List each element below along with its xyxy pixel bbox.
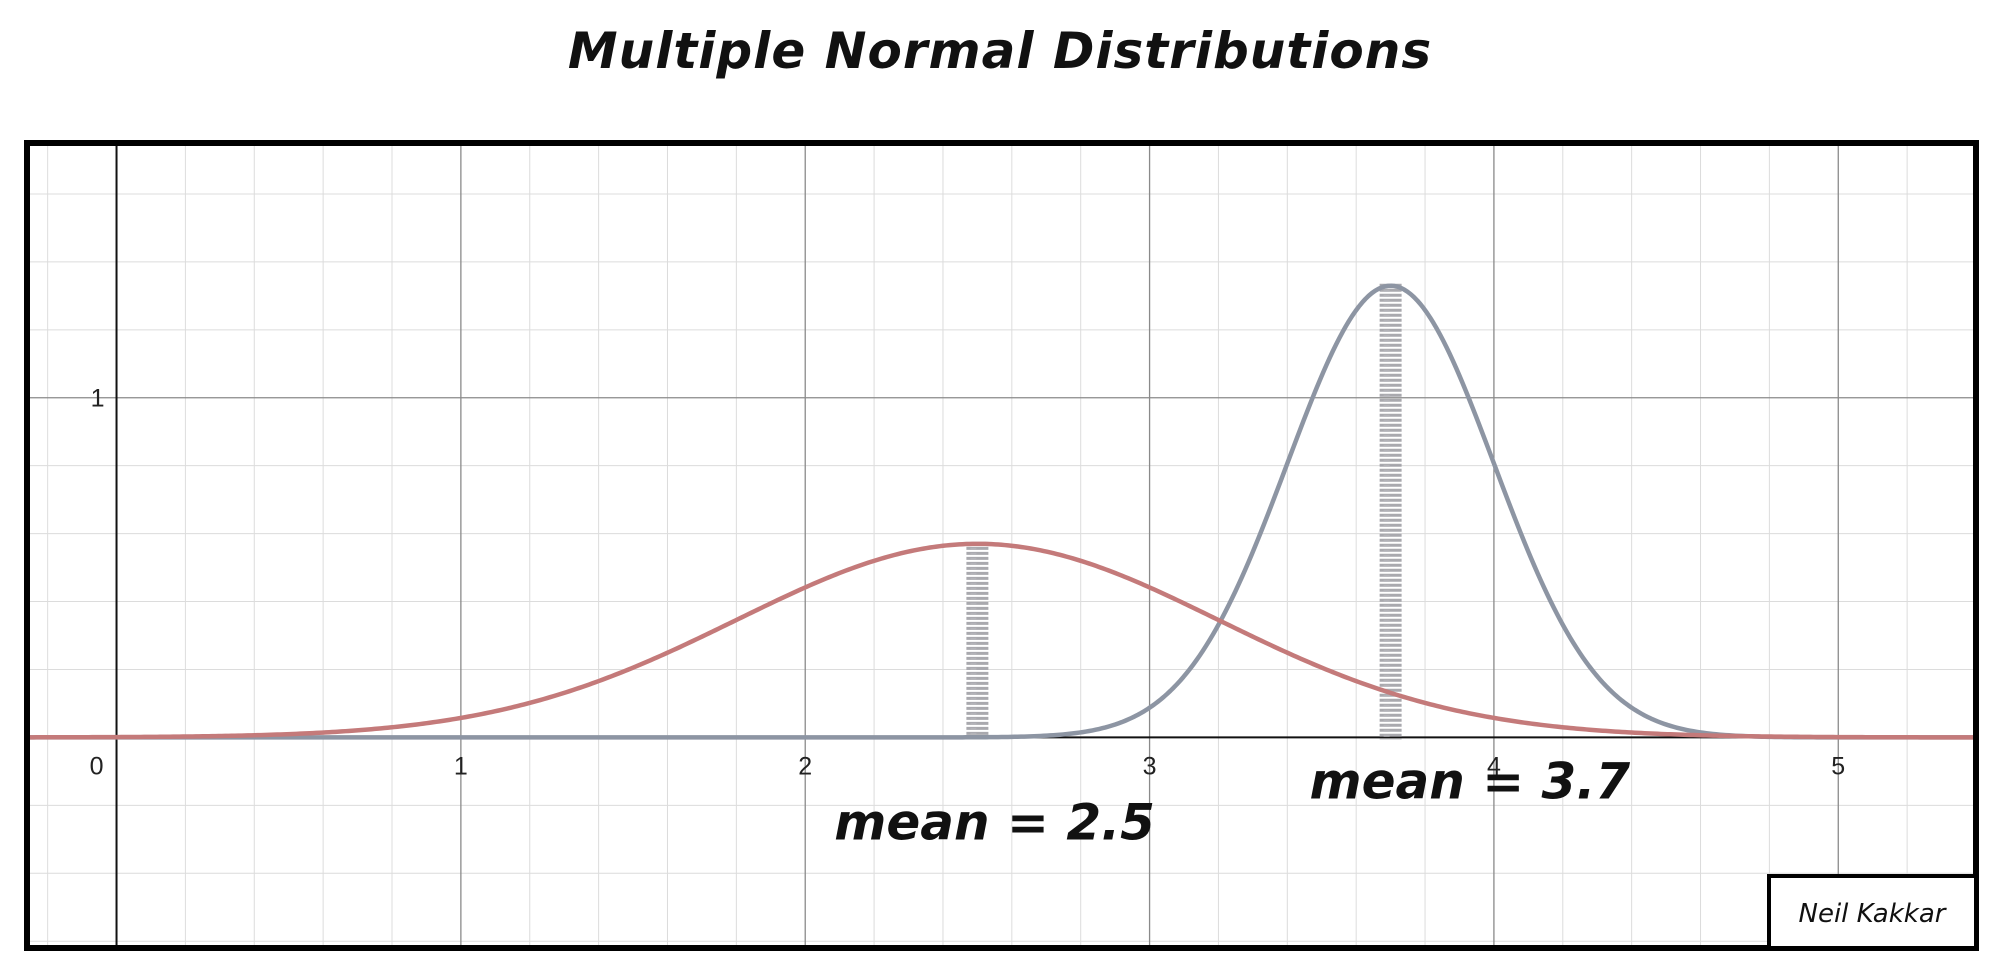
mean-markers xyxy=(966,283,1402,740)
annotations: mean = 2.5 mean = 3.7 xyxy=(834,753,1630,852)
x-tick-label-3: 3 xyxy=(1143,752,1157,780)
curve-mean-3.7 xyxy=(27,283,1976,740)
y-tick-label-1: 1 xyxy=(91,385,105,413)
x-tick-label-0: 0 xyxy=(90,752,104,780)
x-tick-label-5: 5 xyxy=(1831,752,1845,780)
x-tick-label-1: 1 xyxy=(454,752,468,780)
grid-minor xyxy=(27,143,1976,948)
annotation-1: mean = 2.5 xyxy=(834,793,1155,851)
credit-text: Neil Kakkar xyxy=(1799,899,1948,929)
tick-labels: 0 1 2 3 4 5 1 xyxy=(90,385,1846,781)
curve-mean-2.5 xyxy=(27,541,1976,740)
plot-frame xyxy=(24,140,1979,951)
credit-box: Neil Kakkar xyxy=(1767,874,1978,950)
annotation-2: mean = 3.7 xyxy=(1309,753,1630,811)
distribution-curves xyxy=(27,283,1976,740)
chart-title: Multiple Normal Distributions xyxy=(567,22,1433,80)
x-tick-label-4: 4 xyxy=(1487,752,1501,780)
x-tick-label-2: 2 xyxy=(798,752,812,780)
